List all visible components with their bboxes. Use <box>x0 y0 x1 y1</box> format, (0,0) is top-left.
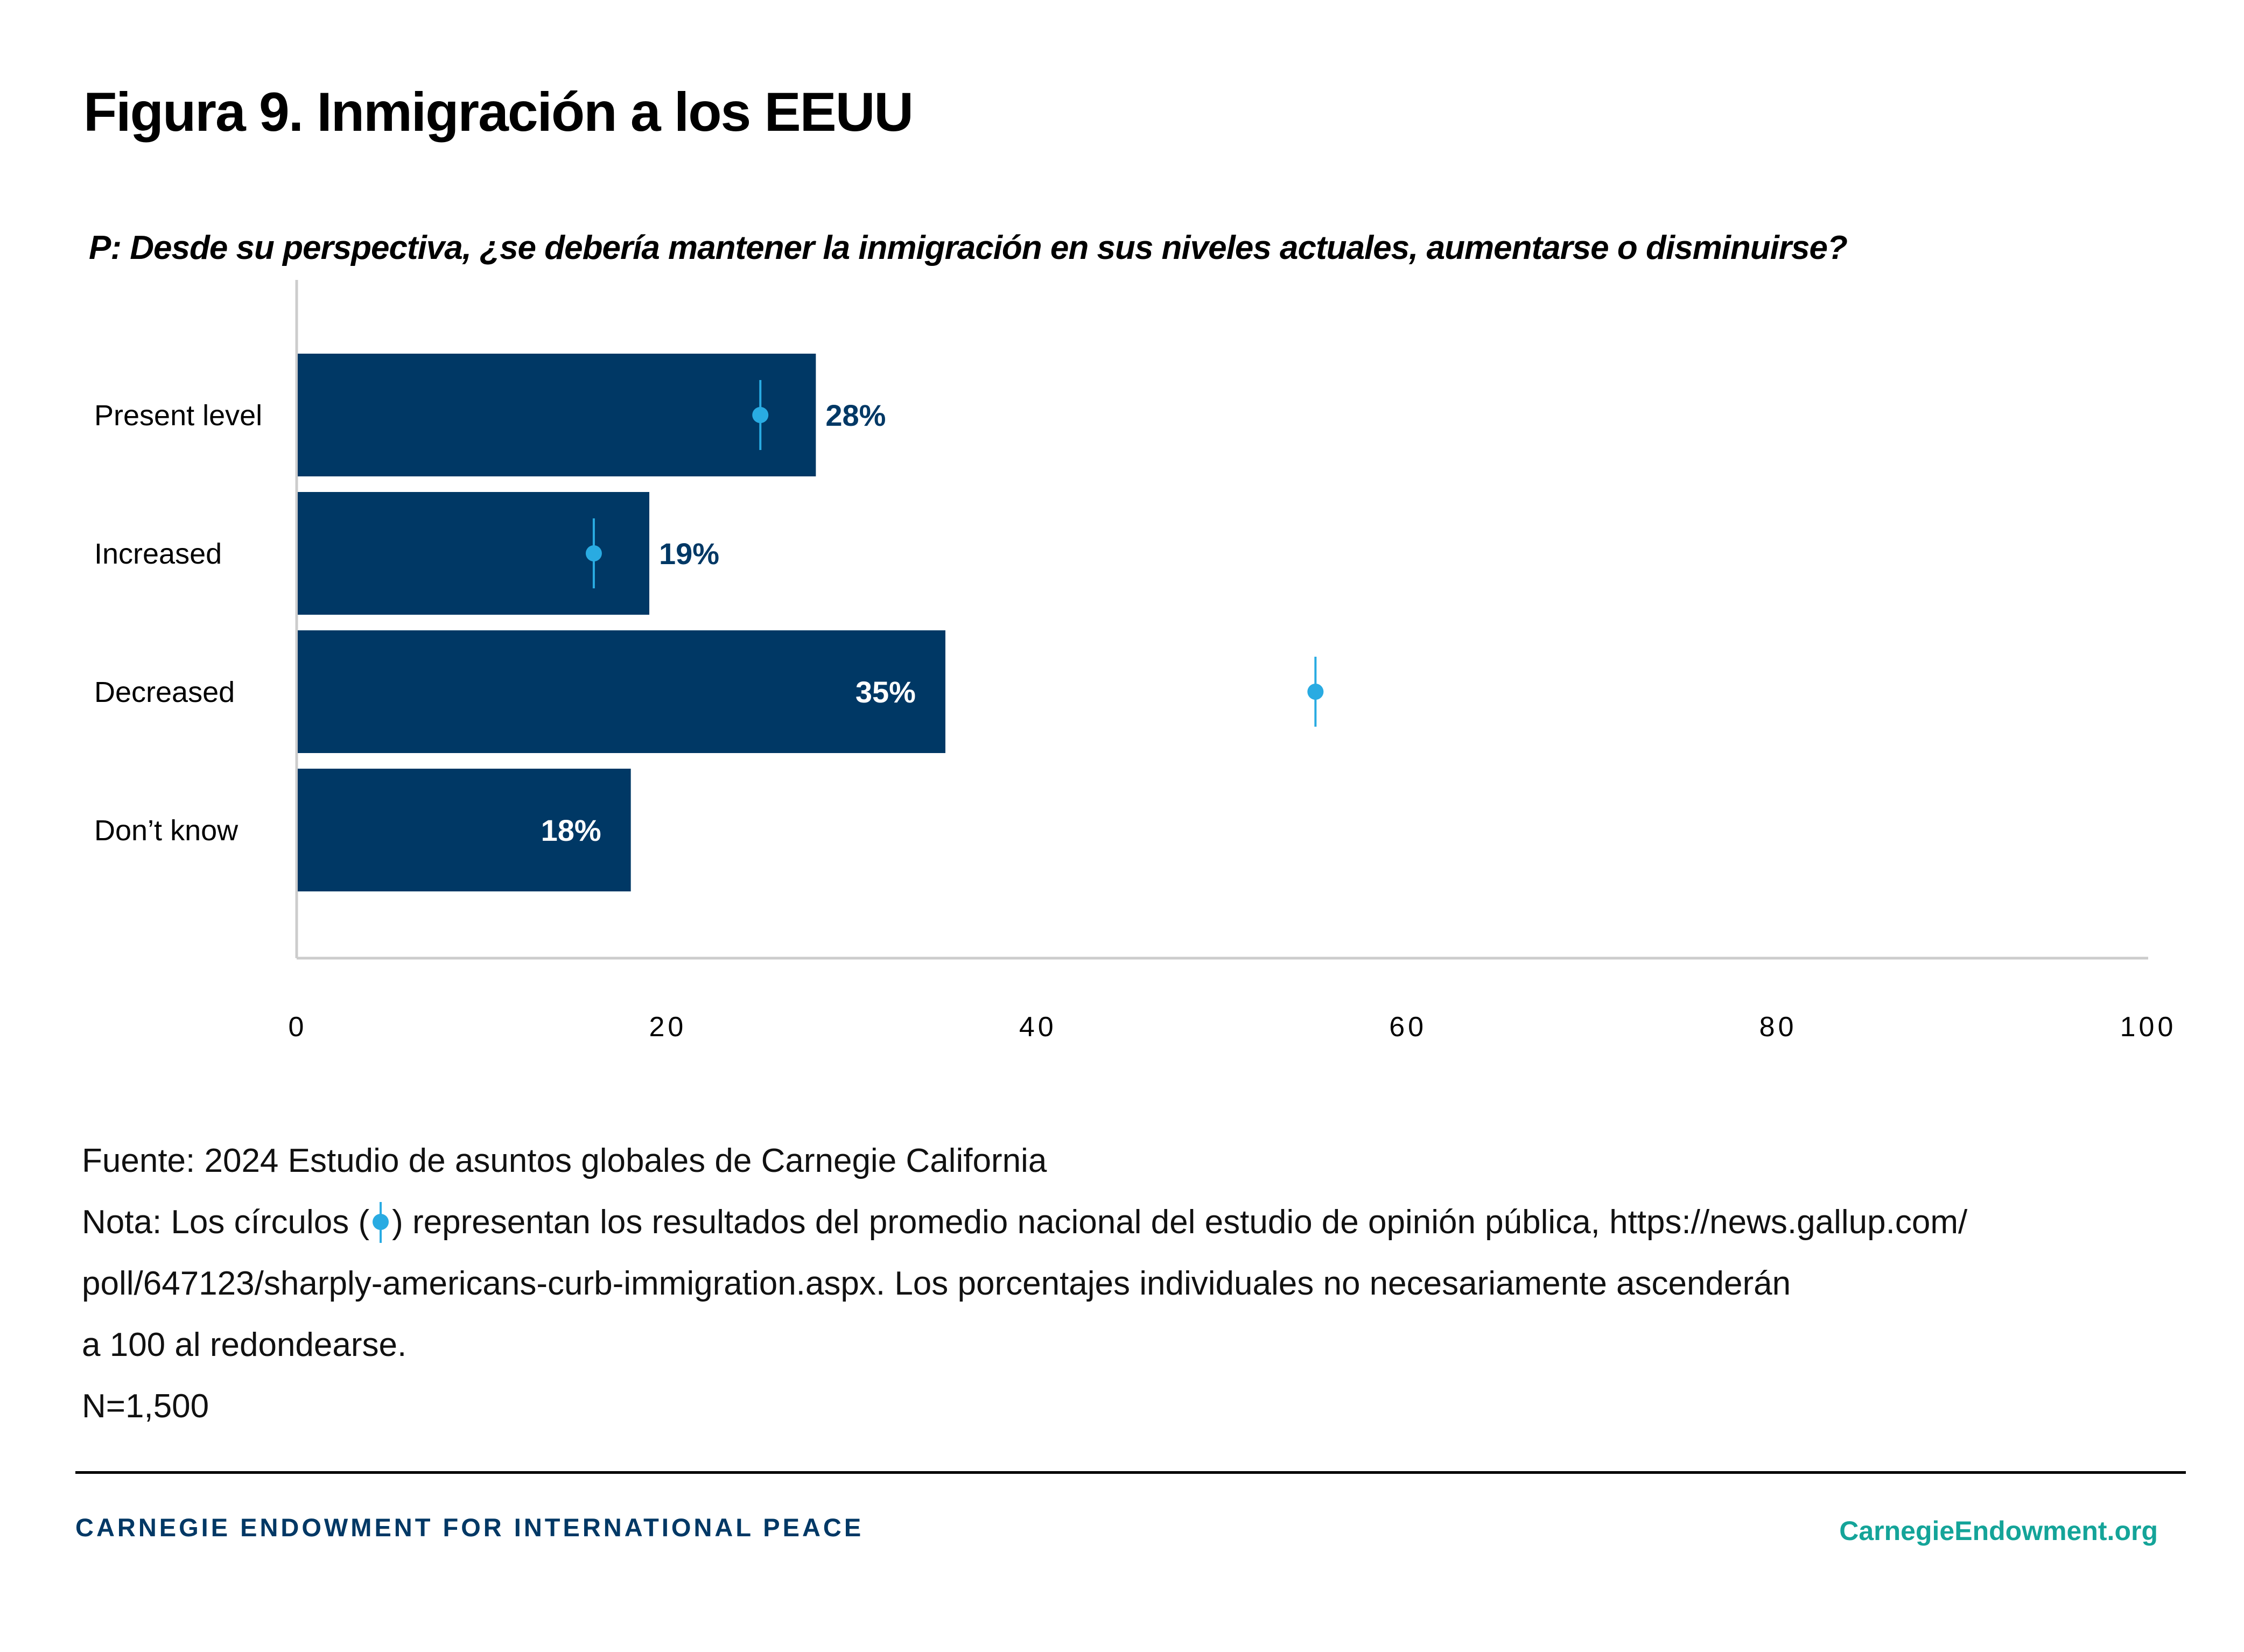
x-tick-label: 60 <box>1389 1011 1427 1043</box>
source-note: Fuente: 2024 Estudio de asuntos globales… <box>82 1142 1047 1179</box>
value-label: 19% <box>659 537 719 571</box>
note-line-1-rest: ) representan los resultados del promedi… <box>392 1204 1968 1241</box>
national-average-marker <box>585 518 602 588</box>
national-average-marker <box>752 380 769 450</box>
category-label: Increased <box>94 538 222 570</box>
footer-org-name: CARNEGIE ENDOWMENT FOR INTERNATIONAL PEA… <box>75 1513 864 1542</box>
footer-divider <box>75 1471 2186 1474</box>
category-label: Decreased <box>94 676 235 708</box>
chart-question: P: Desde su perspectiva, ¿se debería man… <box>89 229 1848 266</box>
x-tick-label: 100 <box>2120 1011 2177 1043</box>
x-tick-label: 20 <box>649 1011 686 1043</box>
chart-title: Figura 9. Inmigración a los EEUU <box>83 81 914 143</box>
notes-block: Fuente: 2024 Estudio de asuntos globales… <box>82 1130 1967 1437</box>
national-average-marker <box>1307 657 1324 727</box>
x-tick-label: 40 <box>1019 1011 1057 1043</box>
value-label: 18% <box>541 813 601 847</box>
sample-size: N=1,500 <box>82 1388 209 1425</box>
x-tick-label: 80 <box>1759 1011 1797 1043</box>
note-line-3: a 100 al redondearse. <box>82 1326 407 1363</box>
national-average-marker-icon <box>373 1202 389 1243</box>
x-tick-label: 0 <box>289 1011 307 1043</box>
note-line-2: poll/647123/sharply-americans-curb-immig… <box>82 1265 1791 1302</box>
footer-url-link[interactable]: CarnegieEndowment.org <box>1839 1516 2158 1546</box>
marker-dot <box>752 407 769 423</box>
note-prefix: Nota: Los círculos ( <box>82 1204 370 1241</box>
bar-2 <box>298 630 945 753</box>
note-line-1: Nota: Los círculos ( ) representan los re… <box>82 1192 1967 1253</box>
value-label: 35% <box>855 675 916 709</box>
category-label: Present level <box>94 399 262 432</box>
bar-3 <box>298 769 631 891</box>
bar-0 <box>298 354 816 476</box>
bar-chart: Present level 28% Increased 19% Decreased 35%… <box>94 280 2177 1043</box>
category-label: Don’t know <box>94 814 239 847</box>
value-label: 28% <box>825 398 886 432</box>
marker-dot <box>585 545 602 561</box>
marker-dot <box>1307 684 1324 700</box>
